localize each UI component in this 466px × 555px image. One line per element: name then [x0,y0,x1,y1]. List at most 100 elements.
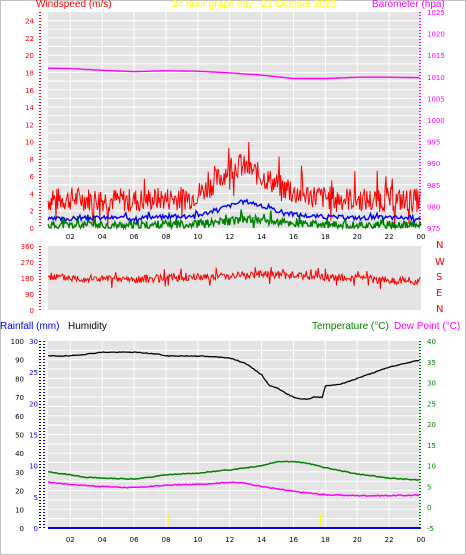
windspeed-tick-label: 12 [25,121,34,129]
temperature-tick-label: 0 [427,504,431,512]
barometer-tick-label: 1015 [427,52,445,60]
humidity-tick-label: 20 [15,488,24,496]
wind-x-tick-label: 10 [193,233,202,241]
temperature-x-tick-label: 20 [353,536,362,544]
windspeed-line [47,141,421,225]
windspeed-tick-label: 8 [30,156,34,164]
temperature-x-tick-label: 12 [225,536,234,544]
windspeed-tick-label: 10 [25,139,34,147]
temperature-x-tick-label: 16 [289,536,298,544]
temperature-x-tick-label: 00 [417,536,426,544]
temperature-tick-label: 5 [427,483,431,491]
temperature-tick-label: -5 [427,525,434,533]
humidity-tick-label: 90 [15,357,24,365]
barometer-tick-label: 975 [427,225,440,233]
windspeed-tick-label: 16 [25,87,34,95]
wind-x-tick-label: 04 [98,233,107,241]
barometer-tick-label: 1010 [427,74,445,82]
humidity-tick-label: 60 [15,413,24,421]
humidity-tick-label: 80 [15,375,24,383]
direction-tick-label: 180 [21,275,34,283]
windspeed-tick-label: 4 [30,190,35,198]
temperature-tick-label: 30 [427,380,436,388]
temperature-tick-label: 35 [427,359,436,367]
barometer-tick-label: 985 [427,182,440,190]
direction-tick-label: 360 [21,243,34,251]
rainfall-tick-label: 0 [34,525,38,533]
wind-plot-area [48,12,421,228]
barometer-tick-label: 1000 [427,117,445,125]
windspeed-tick-label: 20 [25,52,34,60]
temperature-tick-label: 10 [427,463,436,471]
rainfall-axis-label: Rainfall (mm) [0,321,60,332]
wind-average-line [47,198,421,226]
wind-x-tick-label: 14 [257,233,266,241]
windspeed-tick-label: 2 [30,208,34,216]
humidity-tick-label: 100 [11,338,24,346]
wind-x-tick-label: 20 [353,233,362,241]
barometer-line [48,67,420,80]
compass-e: E [436,288,443,299]
compass-n-bottom: N [436,304,444,315]
temperature-tick-label: 40 [427,338,436,346]
barometer-tick-label: 1020 [427,31,445,39]
direction-tick-label: 270 [21,259,34,267]
compass-w: W [435,257,445,268]
wind-x-tick-label: 02 [66,233,75,241]
compass-n-top: N [436,240,444,251]
humidity-tick-label: 70 [15,394,24,402]
humidity-tick-label: 0 [20,525,24,533]
temperature-x-tick-label: 10 [193,536,202,544]
humidity-line [47,351,420,400]
barometer-tick-label: 1025 [427,9,445,17]
windspeed-tick-label: 22 [25,35,34,43]
direction-tick-label: 0 [30,307,34,315]
humidity-tick-label: 40 [15,450,24,458]
barometer-tick-label: 990 [427,160,440,168]
wind-x-tick-label: 12 [225,233,234,241]
wind-x-tick-label: 06 [130,233,139,241]
temperature-x-tick-label: 04 [98,536,107,544]
wind-x-tick-label: 18 [321,233,330,241]
humidity-tick-label: 50 [15,432,24,440]
wind-x-tick-label: 16 [289,233,298,241]
wind-x-tick-label: 00 [417,233,426,241]
temperature-tick-label: 25 [427,400,436,408]
humidity-axis-label: Humidity [68,321,107,332]
dewpoint-axis-label: Dew Point (°C) [394,321,461,332]
windspeed-tick-label: 6 [30,173,35,181]
chart-title: 24 hour graph day : 21 October 2025 [172,0,337,10]
windspeed-tick-label: 18 [25,69,34,77]
compass-s: S [436,272,443,283]
windspeed-tick-label: 24 [25,18,34,26]
dewpoint-line [47,481,420,497]
windspeed-tick-label: 14 [25,104,34,112]
windspeed-axis-label: Windspeed (m/s) [36,0,112,10]
temperature-x-tick-label: 18 [321,536,330,544]
temperature-axis-label: Temperature (°C) [312,321,389,332]
temperature-x-tick-label: 06 [130,536,139,544]
wind-low-line [47,209,422,231]
temperature-x-tick-label: 22 [385,536,394,544]
barometer-tick-label: 1005 [427,95,445,103]
wind-x-tick-label: 08 [161,233,170,241]
direction-tick-label: 90 [25,291,34,299]
rainfall-tick-label: 30 [29,338,38,346]
humidity-tick-label: 30 [15,469,24,477]
temperature-line [47,460,420,481]
barometer-tick-label: 995 [427,139,440,147]
temperature-x-tick-label: 08 [161,536,170,544]
windspeed-tick-label: 0 [30,225,34,233]
wind-direction-line [47,267,421,290]
rainfall-tick-label: 10 [29,463,38,471]
rainfall-tick-label: 15 [29,432,38,440]
rainfall-tick-label: 5 [34,494,38,502]
temperature-tick-label: 15 [427,442,436,450]
temperature-tick-label: 20 [427,421,436,429]
barometer-axis-label: Barometer (hpa) [372,0,445,10]
temperature-x-tick-label: 02 [66,536,75,544]
rainfall-tick-label: 20 [29,400,38,408]
wind-x-tick-label: 22 [385,233,394,241]
